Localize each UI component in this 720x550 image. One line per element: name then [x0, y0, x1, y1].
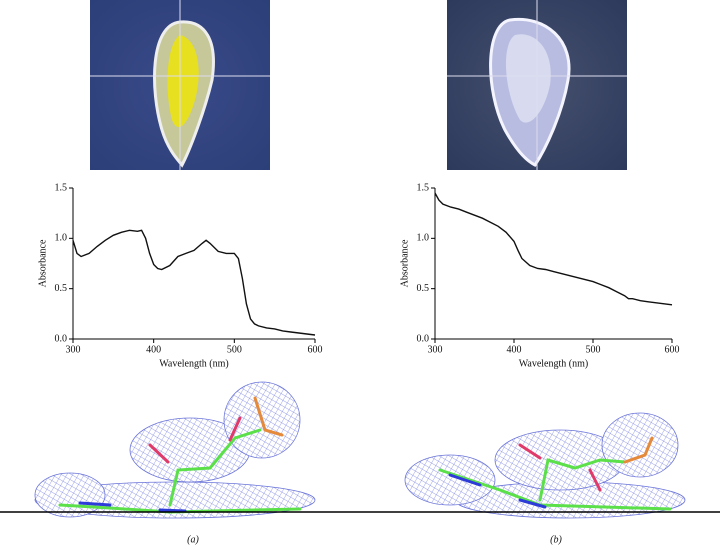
y-axis-label: Absorbance [399, 239, 410, 287]
charts: 0.0 0.5 1.0 1.5 300 400 500 600 Wavelength (nm) A… [37, 182, 679, 545]
y-tick-label: 0.0 [417, 333, 430, 344]
crystal-image-b [447, 0, 627, 170]
x-axis-label: Wavelength (nm) [519, 358, 588, 369]
density-map-a [34, 381, 316, 519]
panel-label: (a) [187, 534, 199, 545]
y-tick-label: 0.0 [55, 333, 68, 344]
x-tick-label: 500 [227, 344, 242, 355]
x-tick-label: 400 [146, 344, 161, 355]
spectrum-line [72, 229, 316, 336]
axis [434, 188, 672, 340]
x-tick-label: 500 [586, 344, 601, 355]
y-tick-label: 1.0 [55, 233, 68, 244]
y-tick-label: 0.5 [55, 283, 68, 294]
x-tick-label: 600 [665, 344, 680, 355]
x-axis-label: Wavelength (nm) [159, 358, 228, 369]
x-tick-label: 300 [428, 344, 443, 355]
y-tick-label: 1.5 [417, 182, 430, 193]
panel-label: (b) [550, 534, 562, 545]
density-map-b [404, 412, 686, 519]
y-tick-label: 0.5 [417, 283, 430, 294]
y-tick-label: 1.0 [417, 233, 430, 244]
x-tick-label: 300 [66, 344, 81, 355]
x-tick-label: 400 [507, 344, 522, 355]
y-tick-label: 1.5 [55, 182, 68, 193]
y-axis-label: Absorbance [37, 239, 48, 287]
axis [72, 188, 315, 340]
x-tick-label: 600 [308, 344, 323, 355]
spectrum-line [434, 192, 673, 306]
crystal-image-a [90, 0, 270, 170]
